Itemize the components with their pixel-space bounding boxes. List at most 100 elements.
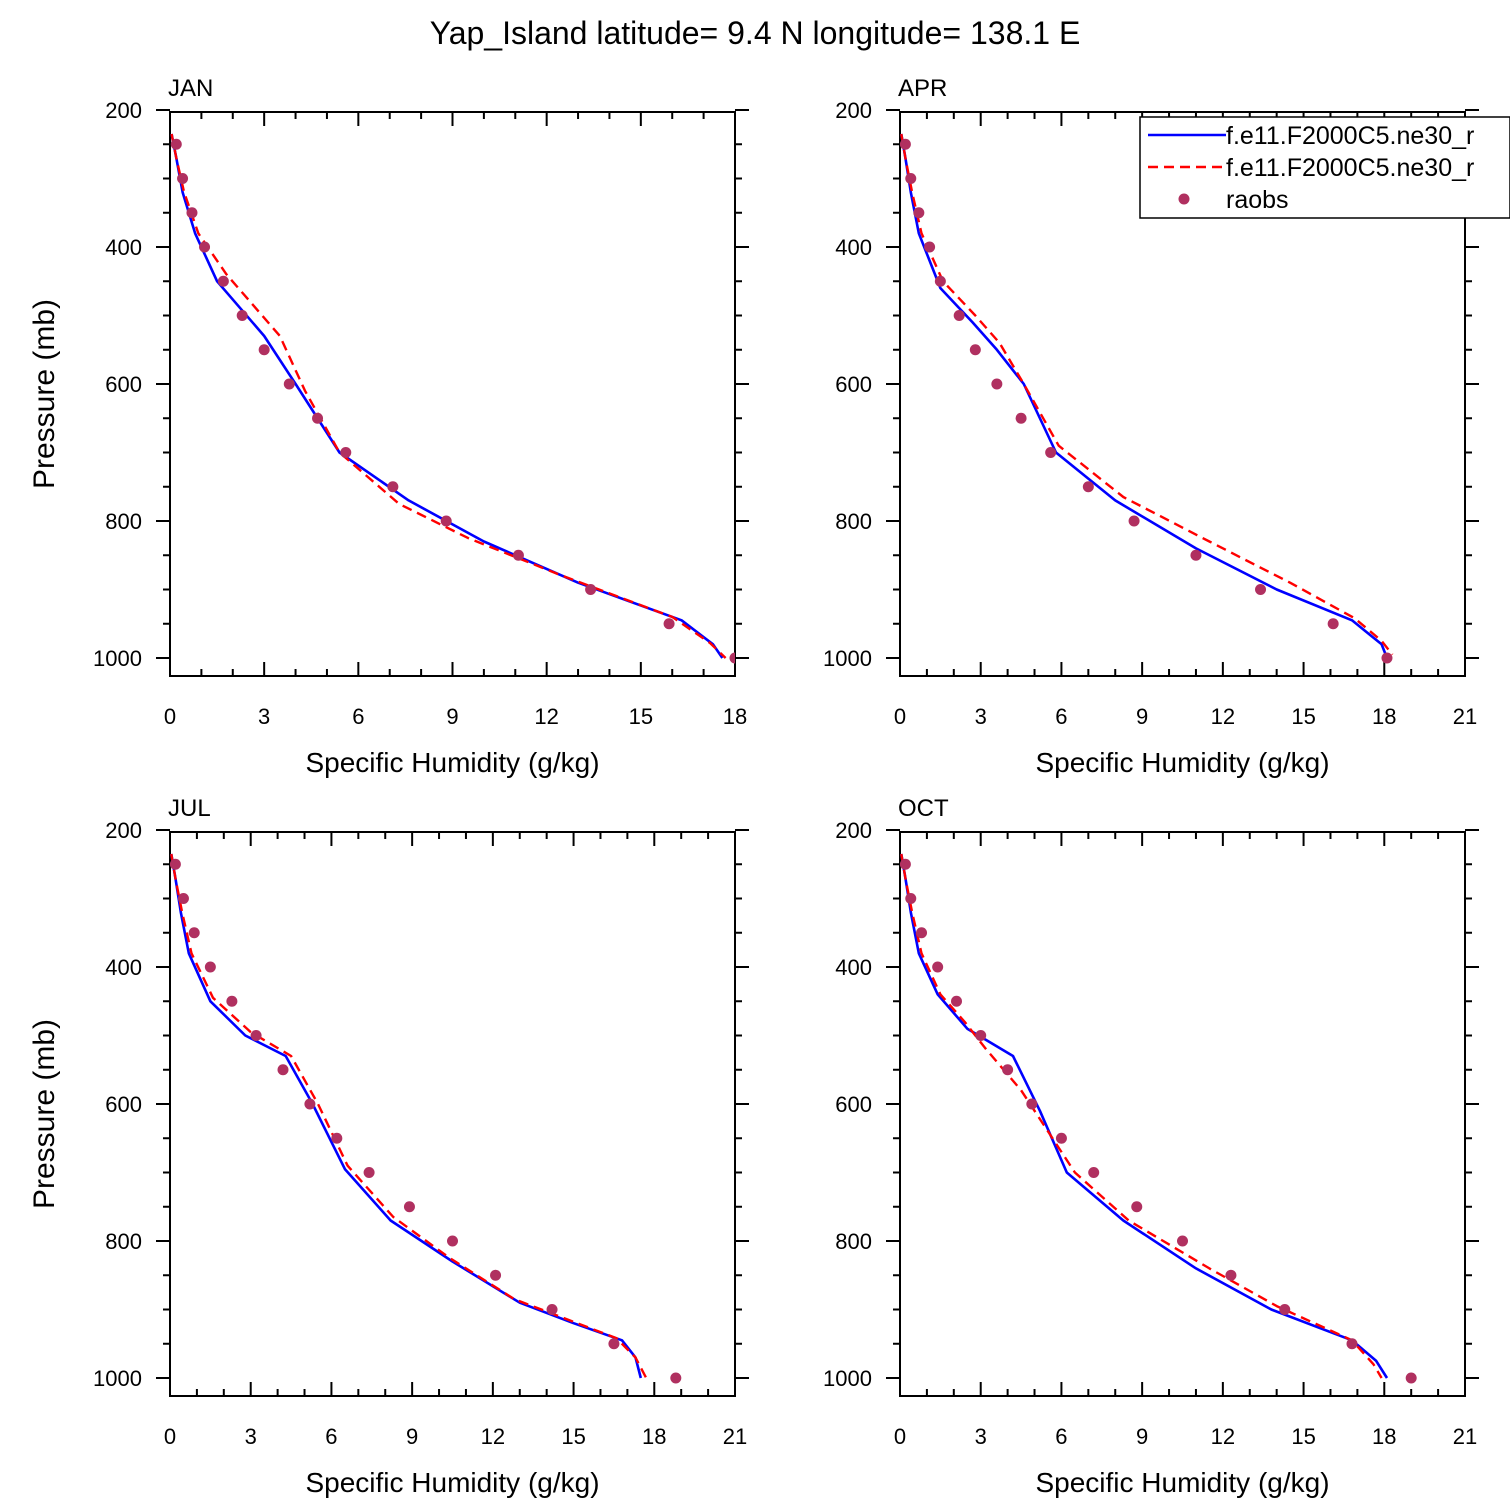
raobs-point — [1131, 1201, 1143, 1213]
raobs-point — [250, 1030, 262, 1041]
x-tick-label: 12 — [1211, 1424, 1235, 1449]
y-tick-label: 400 — [105, 235, 142, 260]
raobs-point — [905, 173, 917, 184]
panel-apr: 0 3 6 9 12 15 18 21 200 400 600 800 1000 APR Specific … — [823, 75, 1479, 778]
raobs-point — [226, 995, 238, 1007]
raobs-point — [1327, 618, 1339, 630]
raobs-point — [663, 618, 675, 630]
raobs-point — [312, 412, 324, 424]
x-axis-label: Specific Humidity (g/kg) — [305, 747, 599, 778]
model2-line — [900, 133, 1394, 656]
x-tick-label: 18 — [723, 704, 747, 729]
plot-area — [170, 853, 682, 1384]
x-tick-label: 15 — [561, 1424, 585, 1449]
raobs-point — [1055, 1132, 1067, 1144]
raobs-point — [1088, 1167, 1100, 1178]
plot-frame — [899, 111, 1466, 677]
model2-line — [170, 133, 727, 659]
plot-area — [900, 853, 1417, 1384]
x-tick-label: 15 — [1291, 704, 1315, 729]
raobs-point — [1279, 1304, 1291, 1315]
raobs-point — [1255, 584, 1267, 595]
raobs-point — [490, 1269, 502, 1281]
raobs-point — [170, 858, 181, 870]
panel-oct: 0 3 6 9 12 15 18 21 200 400 600 800 1000 OCT Specific … — [823, 795, 1479, 1498]
y-tick-label: 1000 — [93, 646, 142, 671]
legend-marker-raobs — [1178, 193, 1190, 205]
model2-line — [900, 853, 1383, 1379]
model1-line — [900, 853, 1389, 1379]
raobs-point — [934, 275, 946, 287]
x-axis-label: Specific Humidity (g/kg) — [1035, 1467, 1329, 1498]
raobs-point — [236, 310, 248, 321]
raobs-point — [1015, 412, 1027, 424]
raobs-point — [1082, 481, 1094, 493]
y-tick-label: 200 — [835, 818, 872, 843]
plot-frame — [899, 831, 1466, 1397]
raobs-point — [1045, 447, 1057, 458]
model1-line — [170, 853, 643, 1379]
plot-frame — [169, 831, 736, 1397]
y-tick-label: 400 — [835, 955, 872, 980]
raobs-point — [363, 1167, 375, 1178]
y-tick-label: 600 — [835, 372, 872, 397]
raobs-point — [387, 481, 399, 493]
raobs-point — [1405, 1372, 1417, 1384]
raobs-point — [951, 995, 962, 1007]
y-tick-label: 800 — [105, 1229, 142, 1254]
y-tick-label: 1000 — [823, 646, 872, 671]
raobs-point — [277, 1064, 289, 1076]
y-tick-label: 1000 — [823, 1366, 872, 1391]
x-tick-label: 12 — [481, 1424, 505, 1449]
raobs-point — [447, 1235, 458, 1247]
y-tick-label: 200 — [105, 98, 142, 123]
raobs-point — [900, 138, 911, 150]
raobs-point — [512, 549, 524, 561]
x-tick-label: 3 — [975, 1424, 987, 1449]
raobs-point — [608, 1338, 620, 1350]
plot-frame — [169, 111, 736, 677]
raobs-point — [403, 1201, 415, 1213]
raobs-point — [1225, 1269, 1237, 1281]
raobs-point — [900, 858, 911, 870]
y-axis-label: Pressure (mb) — [28, 299, 61, 489]
x-tick-label: 18 — [1372, 1424, 1396, 1449]
y-axis-label: Pressure (mb) — [28, 1019, 61, 1209]
raobs-point — [177, 173, 189, 184]
y-tick-label: 400 — [105, 955, 142, 980]
x-tick-label: 3 — [245, 1424, 257, 1449]
raobs-point — [1177, 1235, 1188, 1247]
x-tick-label: 3 — [975, 704, 987, 729]
y-tick-label: 600 — [105, 1092, 142, 1117]
x-tick-label: 9 — [446, 704, 458, 729]
x-tick-label: 9 — [406, 1424, 418, 1449]
x-tick-label: 6 — [325, 1424, 337, 1449]
model2-line — [170, 853, 648, 1379]
raobs-point — [170, 138, 182, 150]
x-tick-label: 0 — [894, 1424, 906, 1449]
raobs-point — [1128, 515, 1140, 527]
figure-title: Yap_Island latitude= 9.4 N longitude= 13… — [430, 15, 1081, 51]
x-tick-label: 12 — [534, 704, 558, 729]
x-tick-label: 0 — [894, 704, 906, 729]
raobs-point — [177, 893, 189, 904]
x-tick-label: 21 — [1453, 1424, 1477, 1449]
raobs-point — [969, 344, 981, 356]
x-tick-label: 15 — [1291, 1424, 1315, 1449]
x-tick-label: 9 — [1136, 704, 1148, 729]
panel-jul: 0 3 6 9 12 15 18 21 200 400 600 800 1000 JUL Specific … — [28, 795, 749, 1498]
raobs-point — [924, 241, 936, 253]
raobs-point — [916, 927, 928, 939]
panel-label: JAN — [168, 75, 213, 102]
raobs-point — [1346, 1338, 1358, 1350]
raobs-point — [199, 241, 211, 253]
raobs-point — [1381, 652, 1393, 664]
legend-label: raobs — [1226, 186, 1289, 214]
panel-label: APR — [898, 75, 947, 102]
raobs-point — [729, 652, 735, 664]
x-tick-label: 6 — [1055, 704, 1067, 729]
x-tick-label: 3 — [258, 704, 270, 729]
x-tick-label: 18 — [1372, 704, 1396, 729]
raobs-point — [188, 927, 200, 939]
